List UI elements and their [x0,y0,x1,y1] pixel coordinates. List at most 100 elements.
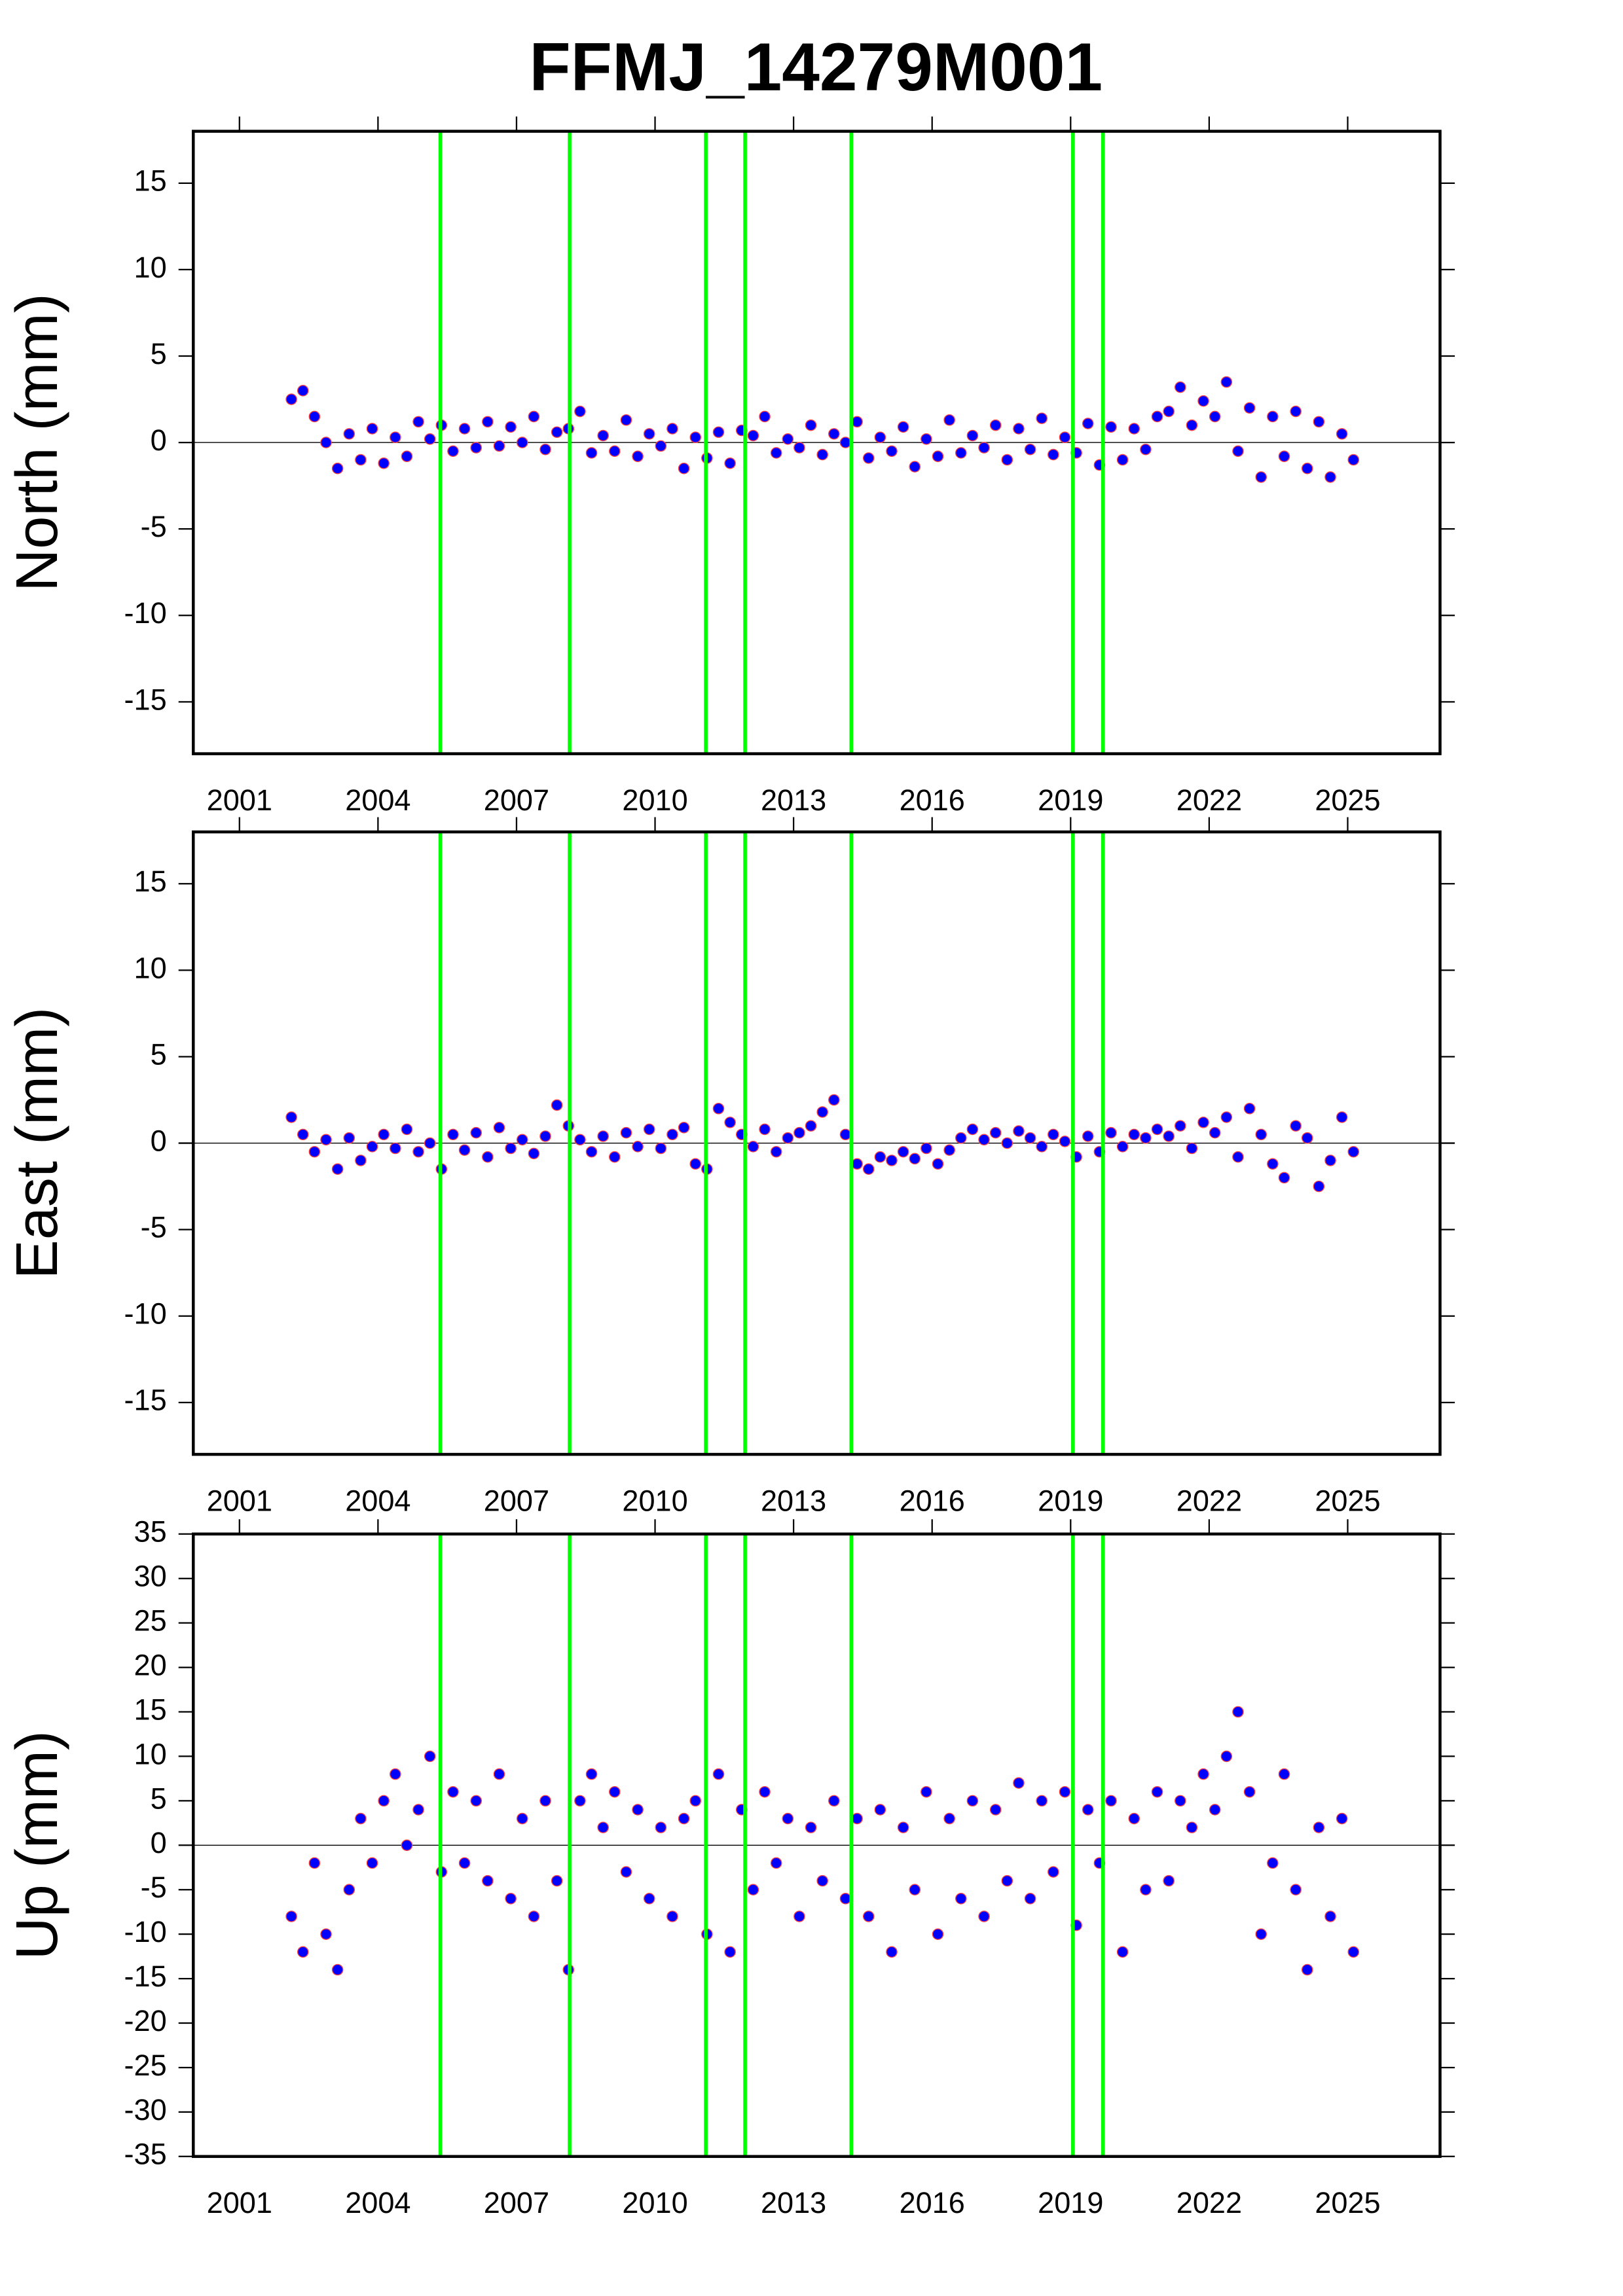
data-point [782,433,794,445]
data-point [1013,423,1025,435]
data-point [632,1141,644,1153]
data-point [343,1884,356,1896]
data-point [366,1857,378,1869]
data-point [759,1123,771,1136]
data-point [1082,418,1094,429]
data-point [1082,1130,1094,1142]
data-point [712,426,725,439]
data-point [585,1145,598,1158]
data-point [1209,410,1221,423]
data-point [1186,1142,1198,1155]
data-point [308,1857,321,1869]
data-point [1324,1910,1336,1922]
y-tick-label: 10 [134,1737,167,1770]
y-tick-label: -35 [124,2138,167,2171]
data-point [493,1768,505,1780]
data-point [1313,1180,1325,1193]
x-tick-label: 2007 [484,1484,549,1517]
data-point [678,1812,690,1825]
data-point [355,1155,367,1166]
x-tick-label: 2022 [1176,1484,1242,1517]
data-point [355,454,367,466]
data-point [378,1795,390,1807]
data-point [424,1137,436,1149]
data-point [516,1812,528,1825]
data-point [1036,412,1048,424]
data-point [943,414,955,426]
x-tick-label: 2001 [207,1484,272,1517]
data-point [285,1910,297,1922]
data-point [1175,381,1186,393]
data-point [966,1123,979,1136]
x-tick-label: 2004 [345,1484,410,1517]
data-point [1197,1768,1209,1780]
data-point [1082,1804,1094,1816]
data-point [343,1132,356,1144]
data-point [505,1142,517,1155]
data-point [828,1094,840,1106]
data-point [1336,1111,1348,1123]
data-point [1001,454,1013,466]
data-point [1013,1125,1025,1137]
x-tick-label: 2004 [345,783,410,817]
y-tick-label: -5 [141,1871,167,1904]
data-point [874,1151,886,1163]
data-point [782,1812,794,1825]
data-point [424,1750,436,1763]
data-point [1024,443,1036,456]
data-point [1255,1928,1267,1940]
data-point [805,1120,817,1132]
data-point [1313,1821,1325,1833]
data-point [1140,1132,1152,1144]
data-point [1059,1785,1071,1798]
data-point [447,445,459,457]
data-point [805,1821,817,1833]
data-point [897,1145,909,1158]
y-tick-label: -25 [124,2049,167,2082]
y-tick-label: -10 [124,1915,167,1948]
y-tick-label: 5 [151,337,167,370]
data-point [712,1768,725,1780]
y-tick-label: 0 [151,1826,167,1859]
x-tick-label: 2019 [1038,2186,1103,2219]
data-point [412,1804,424,1816]
data-point [921,433,932,445]
data-point [551,1874,563,1887]
data-point [505,1893,517,1905]
data-point [862,452,875,464]
y-tick-label: 0 [151,423,167,457]
data-point [597,1130,609,1142]
data-point [851,416,863,428]
y-tick-label: -15 [124,1384,167,1417]
data-point [1243,402,1256,414]
data-point [1255,471,1267,483]
data-point [297,385,309,397]
data-point [574,1795,586,1807]
data-point [666,423,678,435]
data-point [493,1121,505,1134]
data-point [482,1151,494,1163]
data-point [1116,1141,1129,1153]
data-point [666,1128,678,1141]
x-tick-label: 2010 [622,1484,687,1517]
data-point [297,1946,309,1958]
y-tick-label: -10 [124,1297,167,1331]
data-point [1151,1123,1163,1136]
data-point [989,1804,1002,1816]
data-point [897,421,909,433]
data-point [724,1946,736,1958]
x-tick-label: 2013 [761,1484,826,1517]
data-point [839,1128,852,1141]
y-tick-label: 30 [134,1560,167,1593]
data-point [390,1142,401,1155]
data-point [401,1839,413,1852]
data-point [1232,445,1244,457]
data-point [655,440,667,452]
plot-frame [191,1532,1442,2159]
data-point [816,1106,828,1118]
x-tick-label: 2025 [1315,2186,1380,2219]
data-point [1220,376,1233,388]
y-tick-label: 15 [134,164,167,198]
